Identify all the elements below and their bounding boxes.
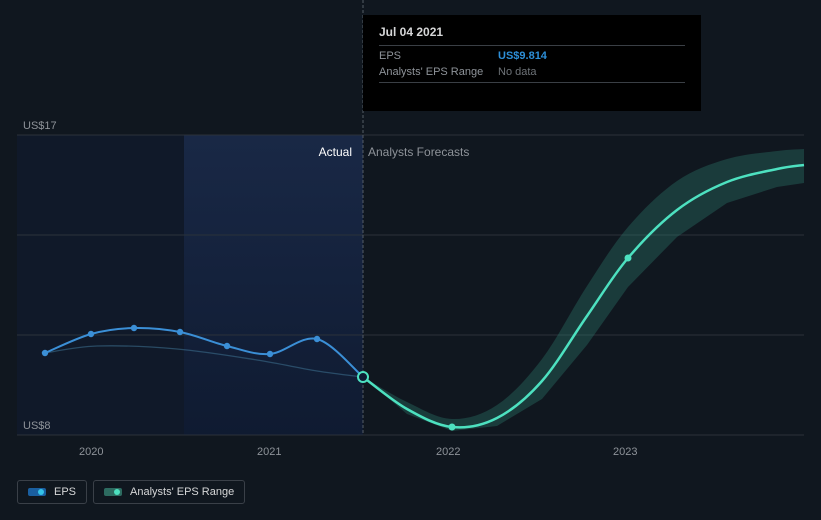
chart-legend: EPS Analysts' EPS Range	[17, 480, 245, 504]
x-axis-label: 2022	[436, 446, 460, 458]
legend-label: EPS	[54, 486, 76, 498]
tooltip-row-value: No data	[498, 66, 537, 78]
tooltip-divider	[379, 82, 685, 83]
section-label-actual: Actual	[319, 145, 352, 159]
legend-label: Analysts' EPS Range	[130, 486, 234, 498]
y-axis-label: US$17	[23, 120, 57, 132]
tooltip-row-value: US$9.814	[498, 50, 547, 62]
tooltip-row-label: EPS	[379, 50, 498, 62]
legend-swatch	[104, 488, 122, 496]
section-label-forecast: Analysts Forecasts	[368, 145, 469, 159]
chart-svg	[17, 121, 804, 461]
legend-swatch	[28, 488, 46, 496]
tooltip-row: Analysts' EPS RangeNo data	[379, 62, 685, 78]
legend-item[interactable]: EPS	[17, 480, 87, 504]
x-axis-label: 2021	[257, 446, 281, 458]
plot-area[interactable]: US$17 US$8 Actual Analysts Forecasts 202…	[17, 121, 804, 435]
tooltip-date: Jul 04 2021	[379, 25, 685, 45]
x-axis-label: 2020	[79, 446, 103, 458]
x-axis-label: 2023	[613, 446, 637, 458]
y-axis-label: US$8	[23, 420, 51, 432]
chart-tooltip: Jul 04 2021 EPSUS$9.814Analysts' EPS Ran…	[363, 15, 701, 111]
legend-item[interactable]: Analysts' EPS Range	[93, 480, 245, 504]
eps-chart: Jul 04 2021 EPSUS$9.814Analysts' EPS Ran…	[0, 0, 821, 520]
tooltip-row: EPSUS$9.814	[379, 46, 685, 62]
tooltip-row-label: Analysts' EPS Range	[379, 66, 498, 78]
